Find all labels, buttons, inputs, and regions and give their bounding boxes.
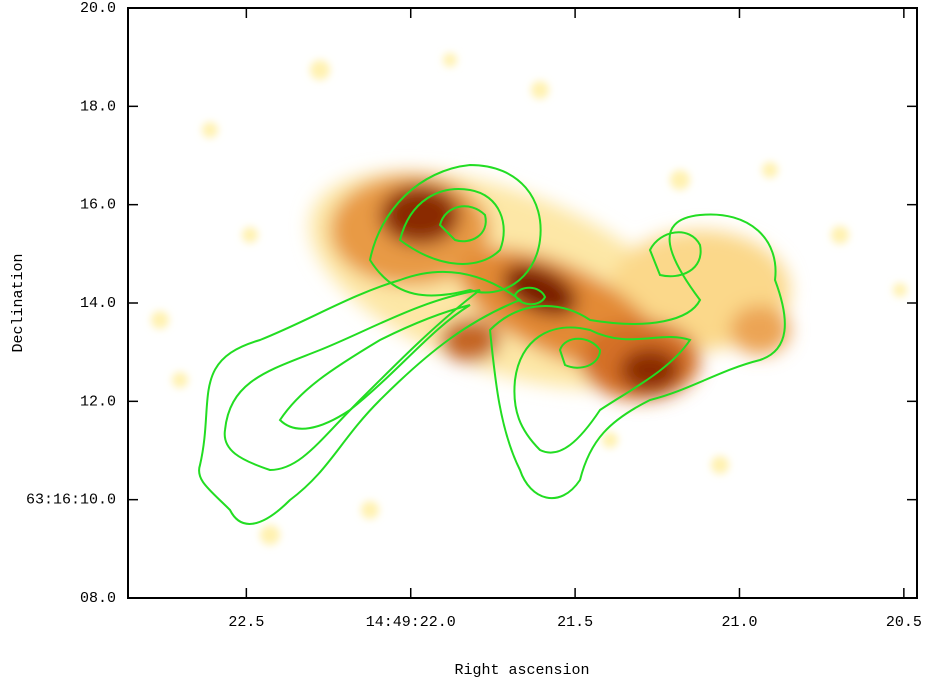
y-tick-label: 20.0 [80, 0, 116, 17]
contours [198, 163, 786, 525]
x-tick-label: 21.5 [557, 614, 593, 631]
x-axis-label: Right ascension [454, 662, 589, 679]
y-tick-label: 63:16:10.0 [26, 492, 116, 509]
x-tick-label: 22.5 [228, 614, 264, 631]
y-tick-label: 18.0 [80, 98, 116, 115]
x-tick-label: 21.0 [721, 614, 757, 631]
y-tick-label: 16.0 [80, 197, 116, 214]
x-tick-label: 14:49:22.0 [366, 614, 456, 631]
y-tick-label: 12.0 [80, 393, 116, 410]
x-tick-label: 20.5 [886, 614, 922, 631]
y-tick-label: 14.0 [80, 295, 116, 312]
y-tick-label: 08.0 [80, 590, 116, 607]
y-axis-label: Declination [10, 253, 27, 352]
image [151, 53, 907, 545]
